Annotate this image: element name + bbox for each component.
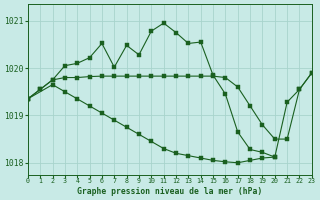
X-axis label: Graphe pression niveau de la mer (hPa): Graphe pression niveau de la mer (hPa) (77, 187, 262, 196)
